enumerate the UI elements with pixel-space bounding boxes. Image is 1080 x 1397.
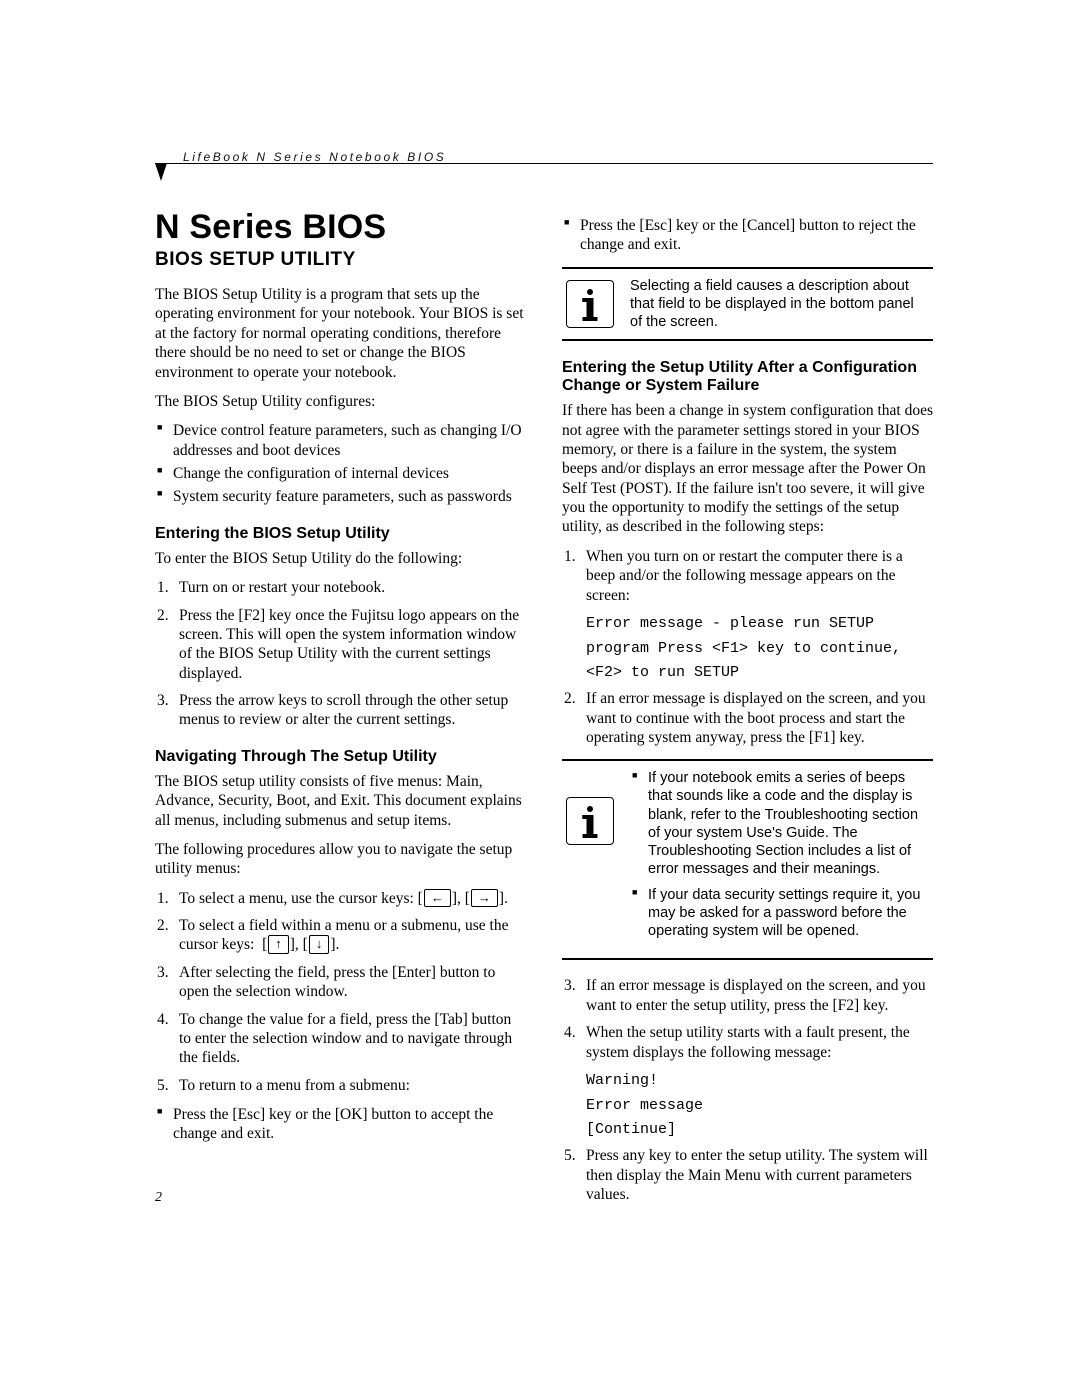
list-item: If your notebook emits a series of beeps… <box>630 769 929 878</box>
code-line: <F2> to run SETUP <box>586 664 933 683</box>
failure-step-5: Press any key to enter the setup utility… <box>562 1146 933 1204</box>
right-column: Press the [Esc] key or the [Cancel] butt… <box>562 208 933 1214</box>
page-content: LifeBook N Series Notebook BIOS N Series… <box>155 150 933 1214</box>
code-line: Warning! <box>586 1072 933 1091</box>
list-item: Device control feature parameters, such … <box>155 421 526 460</box>
configures-lead: The BIOS Setup Utility configures: <box>155 392 526 411</box>
info-icon <box>566 797 614 845</box>
list-item: To return to a menu from a submenu: <box>155 1076 526 1095</box>
left-arrow-icon: ← <box>424 889 451 907</box>
list-item: When the setup utility starts with a fau… <box>562 1023 933 1062</box>
code-line: program Press <F1> key to continue, <box>586 640 933 659</box>
failure-steps-1-2: When you turn on or restart the computer… <box>562 547 933 605</box>
submenu-return-list-cont: Press the [Esc] key or the [Cancel] butt… <box>562 216 933 255</box>
list-item: If your data security settings require i… <box>630 886 929 940</box>
submenu-return-list: Press the [Esc] key or the [OK] button t… <box>155 1105 526 1144</box>
info-text: If your notebook emits a series of beeps… <box>630 769 929 950</box>
list-item: After selecting the field, press the [En… <box>155 963 526 1002</box>
subheading-entering: Entering the BIOS Setup Utility <box>155 525 526 543</box>
list-item: Press the arrow keys to scroll through t… <box>155 691 526 730</box>
info-box: If your notebook emits a series of beeps… <box>562 759 933 960</box>
intro-paragraph: The BIOS Setup Utility is a program that… <box>155 285 526 382</box>
subheading-after-failure: Entering the Setup Utility After a Confi… <box>562 359 933 395</box>
configures-list: Device control feature parameters, such … <box>155 421 526 507</box>
list-item: If an error message is displayed on the … <box>562 976 933 1015</box>
entering-steps: Turn on or restart your notebook. Press … <box>155 578 526 730</box>
list-item: When you turn on or restart the computer… <box>562 547 933 605</box>
page-title: N Series BIOS <box>155 208 526 247</box>
list-item: To select a menu, use the cursor keys: [… <box>155 889 526 908</box>
after-failure-p1: If there has been a change in system con… <box>562 401 933 537</box>
code-line: [Continue] <box>586 1121 933 1140</box>
failure-step-2: If an error message is displayed on the … <box>562 689 933 747</box>
down-arrow-icon: ↓ <box>309 935 330 953</box>
list-item: To change the value for a field, press t… <box>155 1010 526 1068</box>
two-column-layout: N Series BIOS BIOS SETUP UTILITY The BIO… <box>155 208 933 1214</box>
section-title: BIOS SETUP UTILITY <box>155 249 526 271</box>
list-item: Press any key to enter the setup utility… <box>562 1146 933 1204</box>
info-box: Selecting a field causes a description a… <box>562 267 933 341</box>
running-header: LifeBook N Series Notebook BIOS <box>155 150 933 164</box>
list-item: If an error message is displayed on the … <box>562 689 933 747</box>
navigating-steps: To select a menu, use the cursor keys: [… <box>155 889 526 1095</box>
info-text: Selecting a field causes a description a… <box>630 277 929 331</box>
code-line: Error message <box>586 1097 933 1116</box>
list-item: Press the [Esc] key or the [Cancel] butt… <box>562 216 933 255</box>
step-text: To select a field within a menu or a sub… <box>179 917 509 953</box>
list-item: Press the [Esc] key or the [OK] button t… <box>155 1105 526 1144</box>
entering-lead: To enter the BIOS Setup Utility do the f… <box>155 549 526 568</box>
right-arrow-icon: → <box>471 889 498 907</box>
code-line: Error message - please run SETUP <box>586 615 933 634</box>
subheading-navigating: Navigating Through The Setup Utility <box>155 748 526 766</box>
failure-steps-3-4: If an error message is displayed on the … <box>562 976 933 1062</box>
list-item: To select a field within a menu or a sub… <box>155 916 526 955</box>
list-item: Turn on or restart your notebook. <box>155 578 526 597</box>
page-number: 2 <box>155 1190 162 1206</box>
info-icon <box>566 280 614 328</box>
list-item: Change the configuration of internal dev… <box>155 464 526 483</box>
navigating-p1: The BIOS setup utility consists of five … <box>155 772 526 830</box>
navigating-p2: The following procedures allow you to na… <box>155 840 526 879</box>
step-text: To select a menu, use the cursor keys: <box>179 890 414 907</box>
list-item: System security feature parameters, such… <box>155 487 526 506</box>
list-item: Press the [F2] key once the Fujitsu logo… <box>155 606 526 684</box>
up-arrow-icon: ↑ <box>268 935 289 953</box>
left-column: N Series BIOS BIOS SETUP UTILITY The BIO… <box>155 208 526 1214</box>
